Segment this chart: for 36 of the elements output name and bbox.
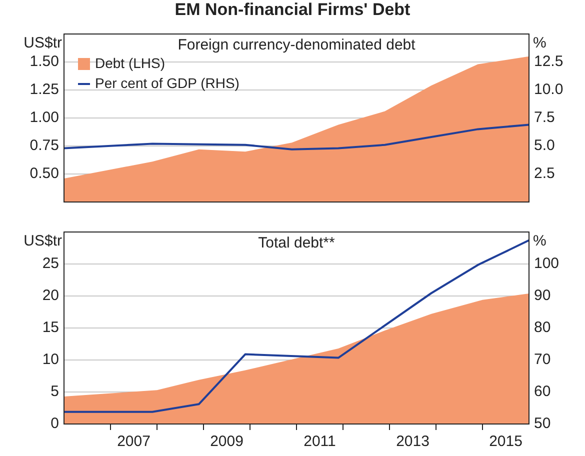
y2-tick-label: 2.5 — [534, 165, 555, 182]
y-axis-title: US$tr — [24, 232, 62, 250]
chart-subtitle: Total debt** — [258, 234, 336, 252]
x-tick-label: 2011 — [304, 433, 336, 450]
y2-tick-label: 70 — [534, 351, 551, 368]
x-tick-label: 2015 — [489, 433, 522, 450]
y2-tick-label: 12.5 — [534, 53, 564, 70]
y-axis-title: US$tr — [24, 34, 62, 52]
y2-tick-label: 100 — [534, 255, 560, 272]
y2-axis-title: % — [533, 232, 546, 250]
x-tick-label: 2009 — [210, 433, 244, 450]
y2-axis-title: % — [533, 34, 546, 52]
y-tick-label: 1.25 — [30, 81, 59, 98]
y2-tick-label: 90 — [534, 287, 551, 304]
y-tick-label: 25 — [42, 255, 59, 272]
y-tick-label: 0.75 — [30, 137, 59, 154]
y2-tick-label: 5.0 — [534, 137, 555, 154]
legend-label: Debt (LHS) — [95, 54, 166, 71]
y-tick-label: 0.50 — [30, 165, 59, 182]
y2-tick-label: 60 — [534, 383, 551, 400]
x-tick-label: 2007 — [117, 433, 150, 450]
y-tick-label: 20 — [42, 287, 59, 304]
x-tick-label: 2013 — [396, 433, 430, 450]
y-tick-label: 10 — [42, 351, 59, 368]
y-tick-label: 1.00 — [30, 109, 59, 126]
y-tick-label: 15 — [42, 319, 59, 336]
y-tick-label: 0 — [50, 415, 59, 432]
legend-label: Per cent of GDP (RHS) — [95, 74, 240, 91]
y-tick-label: 5 — [50, 383, 59, 400]
chart-subtitle: Foreign currency-denominated debt — [178, 36, 416, 54]
chart-title: EM Non-financial Firms' Debt — [174, 0, 412, 20]
y2-tick-label: 7.5 — [534, 109, 555, 126]
y2-tick-label: 80 — [534, 319, 551, 336]
y2-tick-label: 50 — [534, 415, 551, 432]
y2-tick-label: 10.0 — [534, 81, 564, 98]
y-tick-label: 1.50 — [30, 53, 59, 70]
